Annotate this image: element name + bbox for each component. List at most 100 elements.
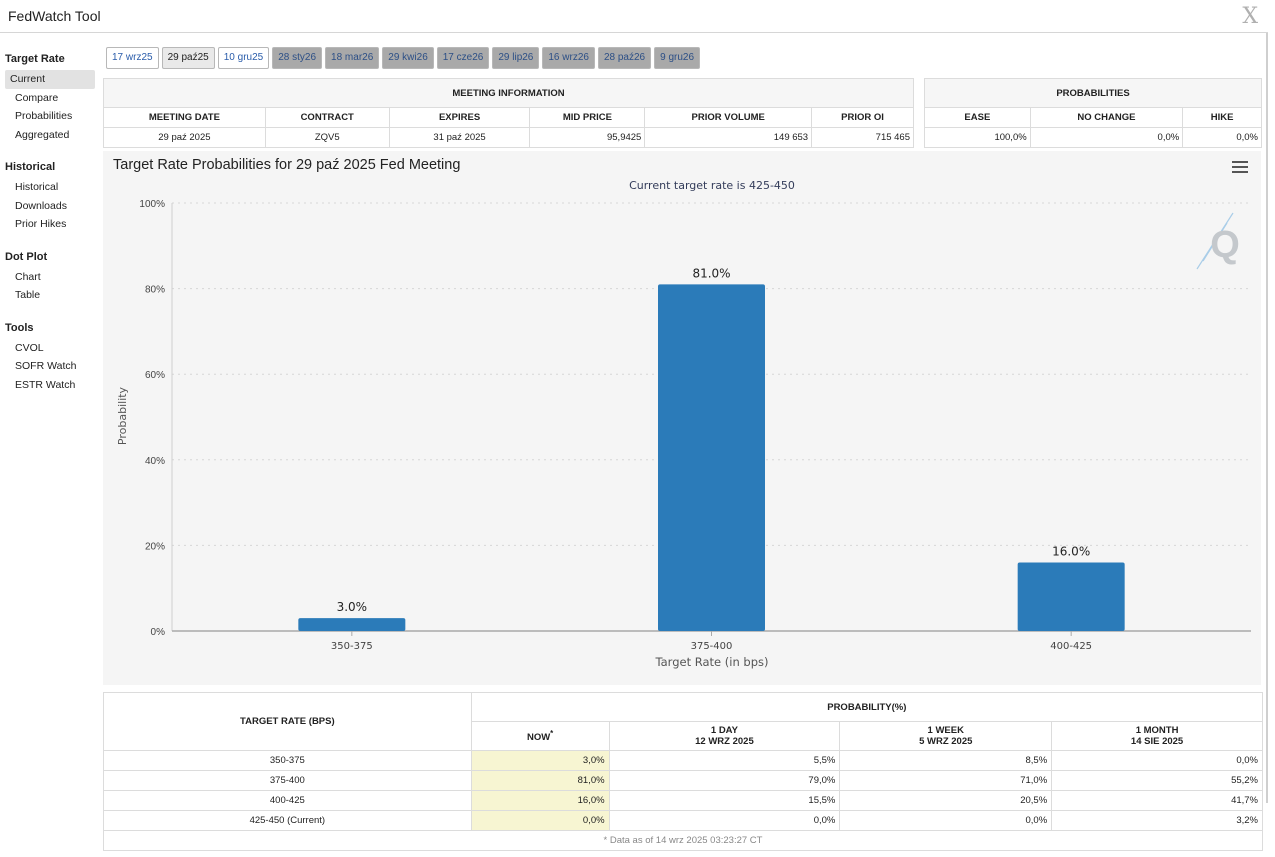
sidebar-item-prior-hikes[interactable]: Prior Hikes	[15, 218, 67, 230]
sidebar-item-compare[interactable]: Compare	[15, 91, 59, 104]
x-tick-label: 350-375	[331, 641, 373, 652]
tab-meeting[interactable]: 29 paź25	[161, 47, 215, 69]
week-cell: 0,0%	[839, 810, 1053, 831]
rate-cell: 425-450 (Current)	[103, 810, 472, 831]
day-cell: 15,5%	[608, 790, 841, 811]
chart-title: Target Rate Probabilities for 29 paź 202…	[113, 157, 461, 173]
y-tick-label: 80%	[145, 285, 165, 296]
column-header: PRIOR VOLUME	[644, 107, 813, 128]
chart-panel: Target Rate Probabilities for 29 paź 202…	[103, 151, 1261, 685]
tab-meeting[interactable]: 17 wrz25	[106, 47, 159, 69]
rate-cell: 400-425	[103, 790, 472, 811]
table-row: 400-425 16,0% 15,5% 20,5% 41,7%	[103, 790, 1263, 811]
tab-meeting[interactable]: 9 gru26	[654, 47, 701, 69]
sidebar-item-downloads[interactable]: Downloads	[15, 199, 67, 212]
table-row: 350-375 3,0% 5,5% 8,5% 0,0%	[103, 750, 1263, 771]
column-header: MEETING DATE	[103, 107, 266, 128]
tab-meeting[interactable]: 29 kwi26	[382, 47, 434, 69]
sidebar-item-cvol[interactable]: CVOL	[15, 341, 44, 354]
prior-volume-value: 149 653	[644, 127, 813, 148]
now-cell: 81,0%	[470, 770, 610, 791]
tab-meeting[interactable]: 17 cze26	[436, 47, 490, 69]
tab-meeting[interactable]: 10 gru25	[217, 47, 270, 69]
probability-header: PROBABILITY(%)	[470, 692, 1264, 722]
now-cell: 3,0%	[470, 750, 610, 771]
sidebar-group-dot-plot: Dot Plot	[5, 250, 48, 263]
tab-meeting[interactable]: 18 mar26	[325, 47, 380, 69]
month-cell: 0,0%	[1051, 750, 1263, 771]
column-header: NO CHANGE	[1029, 107, 1184, 128]
chart-bar[interactable]	[298, 618, 406, 631]
column-header: MID PRICE	[529, 107, 646, 128]
hike-value: 0,0%	[1182, 127, 1262, 148]
now-cell: 16,0%	[470, 790, 610, 811]
title-bar: FedWatch Tool X	[0, 0, 1268, 33]
day-cell: 0,0%	[608, 810, 841, 831]
chart-bar[interactable]	[658, 284, 765, 631]
month-cell: 55,2%	[1051, 770, 1263, 791]
y-tick-label: 0%	[151, 627, 166, 638]
meeting-date-value: 29 paź 2025	[103, 127, 266, 148]
month-cell: 41,7%	[1051, 790, 1263, 811]
window-title: FedWatch Tool	[8, 8, 101, 24]
chart-bar[interactable]	[1017, 562, 1125, 631]
one-day-column-header: 1 DAY 12 WRZ 2025	[608, 721, 841, 751]
sidebar-group-target-rate: Target Rate	[5, 53, 65, 65]
y-tick-label: 60%	[145, 370, 165, 381]
column-header: EASE	[924, 107, 1031, 128]
y-tick-label: 40%	[145, 456, 165, 467]
target-rate-header: TARGET RATE (BPS)	[103, 692, 472, 751]
week-cell: 8,5%	[839, 750, 1053, 771]
tab-meeting[interactable]: 29 lip26	[492, 47, 540, 69]
week-cell: 20,5%	[839, 790, 1053, 811]
one-month-column-header: 1 MONTH 14 SIE 2025	[1051, 721, 1263, 751]
sidebar-item-aggregated[interactable]: Aggregated	[15, 128, 70, 141]
y-tick-label: 20%	[145, 541, 165, 552]
bar-data-label: 3.0%	[337, 600, 368, 614]
hamburger-menu-icon[interactable]	[1232, 161, 1248, 173]
meeting-info-table: MEETING INFORMATION MEETING DATE CONTRAC…	[103, 78, 914, 148]
sidebar-item-current[interactable]: Current	[5, 70, 95, 89]
column-header: HIKE	[1182, 107, 1262, 128]
probabilities-header: PROBABILITIES	[924, 78, 1262, 108]
sidebar-item-table[interactable]: Table	[15, 289, 41, 301]
x-tick-label: 400-425	[1050, 641, 1092, 652]
sidebar-item-historical[interactable]: Historical	[15, 181, 59, 193]
bar-chart: 0%20%40%60%80%100%350-375 375-400 400-425 …	[116, 199, 1251, 669]
rate-cell: 375-400	[103, 770, 472, 791]
sidebar: Target Rate Current Compare Probabilitie…	[0, 46, 100, 394]
sidebar-item-estr-watch[interactable]: ESTR Watch	[15, 378, 76, 391]
ease-value: 100,0%	[924, 127, 1031, 148]
meeting-tabs: 17 wrz25 29 paź25 10 gru25 28 sty26 18 m…	[106, 47, 701, 69]
one-week-column-header: 1 WEEK 5 WRZ 2025	[839, 721, 1053, 751]
x-axis-label: Target Rate (in bps)	[655, 655, 769, 669]
watermark-text: Q	[1210, 224, 1240, 266]
now-cell: 0,0%	[470, 810, 610, 831]
now-column-header: NOW*	[470, 721, 610, 751]
sidebar-item-chart[interactable]: Chart	[15, 270, 41, 283]
sidebar-item-probabilities[interactable]: Probabilities	[15, 110, 73, 122]
mid-price-value: 95,9425	[529, 127, 646, 148]
week-cell: 71,0%	[839, 770, 1053, 791]
column-header: PRIOR OI	[811, 107, 914, 128]
panel-divider	[1266, 33, 1268, 803]
expires-value: 31 paź 2025	[388, 127, 531, 148]
day-cell: 79,0%	[608, 770, 841, 791]
tab-meeting[interactable]: 28 paź26	[597, 47, 652, 69]
prior-oi-value: 715 465	[811, 127, 914, 148]
y-axis-label: Probability	[116, 386, 129, 445]
y-tick-label: 100%	[139, 199, 165, 210]
watermark-logo-icon: Q	[1196, 212, 1240, 270]
probability-history-table: TARGET RATE (BPS) PROBABILITY(%) NOW* 1 …	[103, 692, 1264, 851]
sidebar-group-historical: Historical	[5, 161, 56, 173]
contract-value: ZQV5	[264, 127, 390, 148]
data-timestamp-footnote: * Data as of 14 wrz 2025 03:23:27 CT	[103, 830, 1263, 851]
sidebar-item-sofr-watch[interactable]: SOFR Watch	[15, 360, 77, 372]
close-icon[interactable]: X	[1242, 4, 1258, 29]
tab-meeting[interactable]: 16 wrz26	[542, 47, 595, 69]
tab-meeting[interactable]: 28 sty26	[272, 47, 323, 69]
day-cell: 5,5%	[608, 750, 841, 771]
column-header: CONTRACT	[264, 107, 390, 128]
sidebar-group-tools: Tools	[5, 321, 34, 334]
probabilities-table: PROBABILITIES EASE NO CHANGE HIKE 100,0%…	[924, 78, 1262, 148]
